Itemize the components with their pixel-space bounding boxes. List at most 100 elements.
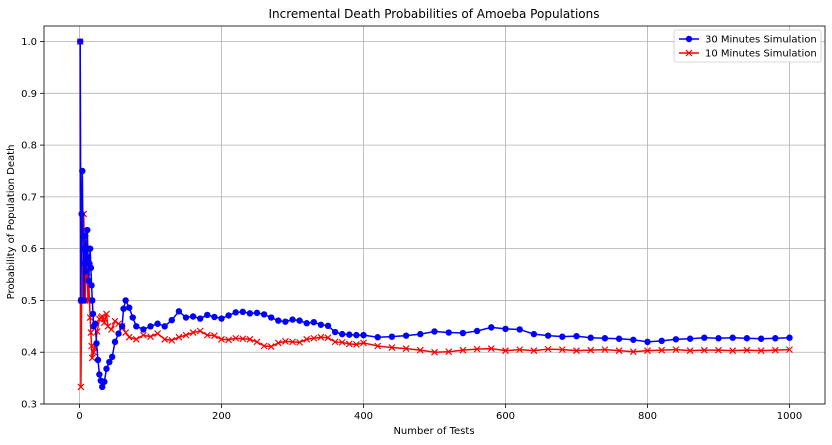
y-tick-label: 0.9 <box>21 89 37 100</box>
data-point <box>658 346 666 354</box>
x-tick-label: 1000 <box>777 411 802 422</box>
data-point <box>629 348 637 356</box>
data-point <box>267 343 275 350</box>
data-point <box>147 323 154 330</box>
data-point <box>246 335 254 343</box>
y-tick-label: 0.3 <box>21 400 37 411</box>
data-point <box>225 336 233 344</box>
data-point <box>122 297 129 304</box>
data-point <box>79 167 86 175</box>
data-point <box>140 326 147 333</box>
plot-frame <box>43 25 826 405</box>
data-point <box>324 334 332 342</box>
data-point <box>94 356 102 364</box>
legend: 30 Minutes Simulation 10 Minutes Simulati… <box>673 29 822 63</box>
legend-item: 10 Minutes Simulation <box>679 49 817 60</box>
data-point <box>175 308 183 315</box>
data-point <box>282 318 289 325</box>
data-point <box>672 336 680 343</box>
data-point <box>108 353 116 361</box>
data-point <box>211 313 218 321</box>
data-point <box>431 328 438 335</box>
data-point <box>502 347 509 355</box>
data-point <box>558 346 566 354</box>
data-point <box>587 334 594 341</box>
data-point <box>445 329 452 336</box>
data-point <box>77 383 85 391</box>
y-tick-label: 0.5 <box>21 296 37 307</box>
data-point <box>168 316 175 324</box>
data-point <box>289 338 296 346</box>
data-point <box>111 338 119 346</box>
chart-title: Incremental Death Probabilities of Amoeb… <box>269 7 600 21</box>
data-point <box>658 337 665 345</box>
data-point <box>587 346 595 354</box>
data-point <box>103 310 110 318</box>
data-point <box>232 309 239 316</box>
legend-label: 10 Minutes Simulation <box>705 49 817 60</box>
data-point <box>459 329 467 337</box>
data-point <box>118 323 126 330</box>
data-point <box>77 38 84 45</box>
data-point <box>757 347 765 355</box>
data-point <box>253 338 261 346</box>
y-tick-label: 0.8 <box>21 141 37 152</box>
data-point <box>84 254 92 261</box>
data-point <box>111 317 119 325</box>
data-point <box>573 332 580 340</box>
data-point <box>786 346 793 354</box>
data-point <box>310 334 318 342</box>
data-point <box>139 331 147 339</box>
data-point <box>416 346 424 354</box>
data-point <box>101 378 108 385</box>
data-point <box>346 331 353 338</box>
data-point <box>686 347 694 355</box>
data-point <box>360 339 367 347</box>
data-point <box>331 328 339 336</box>
data-point <box>715 335 722 342</box>
data-point <box>772 335 779 342</box>
data-point <box>303 335 311 343</box>
data-point <box>81 232 89 239</box>
data-point <box>132 335 140 343</box>
data-point <box>161 335 169 343</box>
data-point <box>86 245 94 252</box>
data-point <box>225 312 232 319</box>
data-point <box>431 348 438 356</box>
data-point <box>182 314 190 321</box>
data-point <box>331 338 339 346</box>
data-point <box>91 320 99 327</box>
data-point <box>122 329 130 336</box>
data-point <box>530 347 538 355</box>
data-point <box>87 264 95 272</box>
legend-box <box>673 29 822 63</box>
data-point <box>239 308 246 316</box>
data-point <box>218 335 225 343</box>
data-point <box>175 333 183 341</box>
data-point <box>85 277 92 284</box>
data-point <box>601 346 609 354</box>
data-point <box>530 330 538 338</box>
data-point <box>388 344 396 351</box>
data-point <box>204 311 211 319</box>
data-point <box>161 323 168 330</box>
data-point <box>88 282 95 289</box>
data-point <box>353 331 360 339</box>
data-point <box>168 336 176 344</box>
data-point <box>317 333 325 341</box>
data-point <box>115 330 122 337</box>
axes-layer: 0 200 400 600 800 1000 0.3 0.4 0.5 0.6 0.7 0.8 0.9 1.… <box>21 25 826 422</box>
data-point <box>203 331 211 339</box>
data-point <box>89 310 97 318</box>
data-point <box>232 334 240 342</box>
data-point <box>93 340 100 347</box>
data-point <box>274 339 282 347</box>
data-point <box>417 330 424 338</box>
data-point <box>544 332 552 339</box>
data-point <box>260 342 268 350</box>
y-tick-label: 0.6 <box>21 244 37 255</box>
x-axis-label: Number of Tests <box>393 426 474 437</box>
y-tick-label: 1.0 <box>21 37 37 48</box>
data-point <box>360 331 367 339</box>
